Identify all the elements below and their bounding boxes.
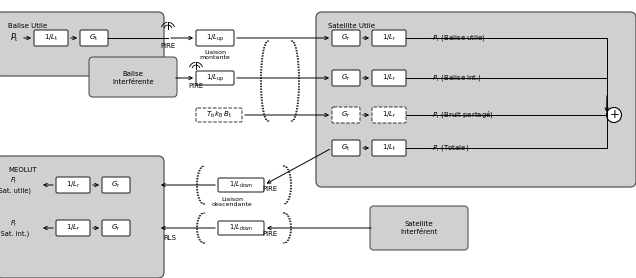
Text: Balise Utile: Balise Utile — [8, 23, 47, 29]
Text: $P_{\rm r}$ (Balise int.): $P_{\rm r}$ (Balise int.) — [432, 73, 482, 83]
FancyBboxPatch shape — [102, 220, 130, 236]
FancyBboxPatch shape — [102, 177, 130, 193]
Text: $P_{\rm r}$ (Balise utile): $P_{\rm r}$ (Balise utile) — [432, 33, 486, 43]
FancyBboxPatch shape — [370, 206, 468, 250]
Text: Balise
Interférente: Balise Interférente — [112, 71, 154, 85]
Text: $P_{\rm t}$: $P_{\rm t}$ — [10, 32, 18, 44]
Text: $1/L_{\rm down}$: $1/L_{\rm down}$ — [229, 180, 253, 190]
Text: Liaison
descendante: Liaison descendante — [212, 197, 252, 207]
Text: $1/L_{\rm up}$: $1/L_{\rm up}$ — [205, 72, 225, 84]
FancyBboxPatch shape — [196, 30, 234, 46]
Text: RLS: RLS — [163, 235, 177, 241]
Text: $P_{\rm r}$
(Sat. int.): $P_{\rm r}$ (Sat. int.) — [0, 219, 30, 237]
Text: PIRE: PIRE — [263, 186, 278, 192]
Text: $1/L_{\rm up}$: $1/L_{\rm up}$ — [205, 32, 225, 44]
Text: $G_{\rm r}$: $G_{\rm r}$ — [342, 73, 350, 83]
Text: $1/L_{\rm down}$: $1/L_{\rm down}$ — [229, 223, 253, 233]
Text: $G_{\rm r}$: $G_{\rm r}$ — [342, 110, 350, 120]
Text: PIRE: PIRE — [188, 83, 204, 89]
FancyBboxPatch shape — [372, 107, 406, 123]
FancyBboxPatch shape — [332, 70, 360, 86]
FancyBboxPatch shape — [196, 108, 242, 122]
FancyBboxPatch shape — [218, 178, 264, 192]
Text: $1/L_{\rm r}$: $1/L_{\rm r}$ — [382, 73, 396, 83]
Text: Liaison
montante: Liaison montante — [200, 49, 230, 60]
FancyBboxPatch shape — [56, 177, 90, 193]
Text: $G_{\rm t}$: $G_{\rm t}$ — [90, 33, 99, 43]
Text: $G_{\rm t}$: $G_{\rm t}$ — [342, 143, 350, 153]
FancyBboxPatch shape — [316, 12, 636, 187]
FancyBboxPatch shape — [332, 107, 360, 123]
FancyBboxPatch shape — [80, 30, 108, 46]
Text: $1/L_{\rm t}$: $1/L_{\rm t}$ — [44, 33, 59, 43]
Text: Satellite
Interférent: Satellite Interférent — [400, 222, 438, 235]
Text: $1/L_{\rm r}$: $1/L_{\rm r}$ — [382, 110, 396, 120]
FancyBboxPatch shape — [332, 140, 360, 156]
FancyBboxPatch shape — [372, 70, 406, 86]
Text: $T_{\rm b}\,k_{\rm B}\,B_{\rm t}$: $T_{\rm b}\,k_{\rm B}\,B_{\rm t}$ — [206, 110, 232, 120]
FancyBboxPatch shape — [89, 57, 177, 97]
FancyBboxPatch shape — [0, 12, 164, 76]
FancyBboxPatch shape — [56, 220, 90, 236]
FancyBboxPatch shape — [372, 30, 406, 46]
Text: Satellite Utile: Satellite Utile — [328, 23, 375, 29]
Text: $P_{\rm r}$
(Sat. utile): $P_{\rm r}$ (Sat. utile) — [0, 176, 32, 194]
FancyBboxPatch shape — [34, 30, 68, 46]
Text: $P_{\rm r}$ (Bruit partagé): $P_{\rm r}$ (Bruit partagé) — [432, 110, 494, 120]
Text: $1/L_{\rm r}$: $1/L_{\rm r}$ — [66, 223, 80, 233]
FancyBboxPatch shape — [196, 71, 234, 85]
Text: $1/L_{\rm r}$: $1/L_{\rm r}$ — [382, 33, 396, 43]
Text: PIRE: PIRE — [160, 43, 176, 49]
Text: $+$: $+$ — [609, 108, 619, 121]
FancyBboxPatch shape — [372, 140, 406, 156]
Text: $1/L_{\rm r}$: $1/L_{\rm r}$ — [66, 180, 80, 190]
Text: $G_{\rm r}$: $G_{\rm r}$ — [342, 33, 350, 43]
Text: $G_{\rm r}$: $G_{\rm r}$ — [111, 180, 121, 190]
Circle shape — [607, 108, 621, 123]
Text: MEOLUT: MEOLUT — [8, 167, 37, 173]
FancyBboxPatch shape — [0, 156, 164, 278]
Text: $1/L_{\rm t}$: $1/L_{\rm t}$ — [382, 143, 396, 153]
FancyBboxPatch shape — [332, 30, 360, 46]
Text: $P_{\rm r}$ (Totale): $P_{\rm r}$ (Totale) — [432, 143, 469, 153]
Text: PIRE: PIRE — [263, 231, 278, 237]
FancyBboxPatch shape — [218, 221, 264, 235]
Text: $G_{\rm r}$: $G_{\rm r}$ — [111, 223, 121, 233]
